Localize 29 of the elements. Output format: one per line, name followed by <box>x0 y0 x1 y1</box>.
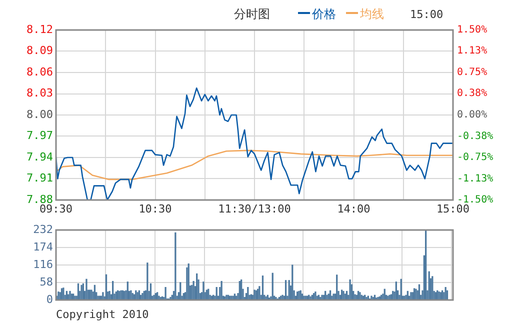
y-tick-label: 7.91 <box>26 172 53 185</box>
y2-tick-label: 0.38% <box>457 88 488 100</box>
chart-title: 分时图 <box>234 7 270 22</box>
x-tick-label: 14:00 <box>337 202 370 216</box>
x-tick-label: 10:30 <box>138 202 172 216</box>
y2-tick-label: -1.13% <box>457 174 494 185</box>
y-tick-label: 58 <box>40 275 53 288</box>
y2-tick-label: 0.75% <box>457 67 488 78</box>
y2-tick-label: 1.13% <box>457 46 488 57</box>
y-tick-label: 8.12 <box>26 22 53 36</box>
y-tick-label: 0 <box>46 292 53 306</box>
y2-tick-label: 0.00% <box>457 110 488 121</box>
text: 15:00 <box>410 8 444 21</box>
y-tick-label: 8.09 <box>26 44 53 58</box>
legend-label: 价格 <box>311 7 336 22</box>
y-tick-label: 7.97 <box>26 129 53 142</box>
y-tick-label: 8.00 <box>26 108 53 121</box>
y-tick-label: 116 <box>33 258 53 271</box>
y2-tick-label: -0.38% <box>457 131 494 142</box>
y-tick-label: 174 <box>33 240 54 254</box>
y-tick-label: 8.03 <box>26 86 53 100</box>
legend-label: 均线 <box>359 7 384 22</box>
y2-tick-label: 1.50% <box>457 24 488 36</box>
y-tick-label: 8.06 <box>26 65 53 78</box>
y-tick-label: 7.94 <box>26 150 54 164</box>
y2-tick-label: -0.75% <box>457 152 494 164</box>
text: Copyright 2010 <box>56 308 149 321</box>
y-tick-label: 232 <box>33 222 53 236</box>
x-tick-label: 11:30/13:00 <box>218 202 291 216</box>
